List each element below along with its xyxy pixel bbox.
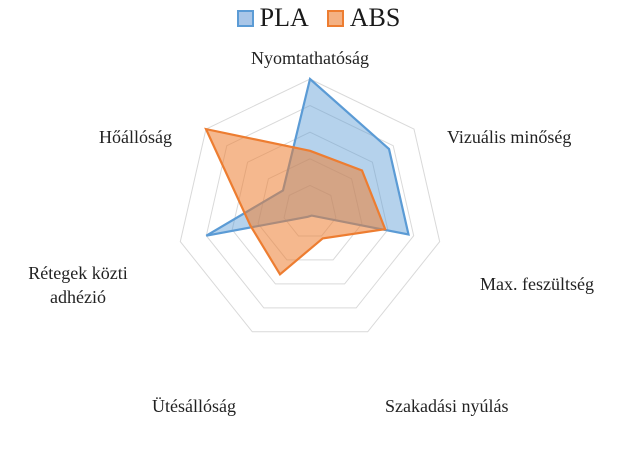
axis-label-vizualis-minoseg: Vizuális minőség	[447, 127, 571, 147]
axis-label-max-feszultseg: Max. feszültség	[480, 274, 594, 294]
grid-ring-5	[179, 78, 441, 333]
axis-label-retegek-kozti-line2: adhézió	[50, 287, 106, 307]
axis-label-utesallosag: Ütésállóság	[152, 396, 236, 416]
legend-item-abs: ABS	[326, 3, 401, 32]
axis-label-retegek-kozti-line1: Rétegek közti	[28, 263, 127, 283]
series-abs-area	[204, 127, 387, 276]
legend-swatch-abs	[326, 9, 344, 27]
axis-labels: Nyomtathatóság Vizuális minőség Max. fes…	[28, 48, 594, 416]
radar-series	[204, 76, 410, 276]
axis-label-hoallosag: Hőállóság	[99, 127, 172, 147]
legend-item-pla: PLA	[236, 3, 309, 32]
axis-label-szakadasi-nyulas: Szakadási nyúlás	[385, 396, 508, 416]
chart-legend: PLA ABS	[0, 0, 637, 36]
axis-label-nyomtathatosag: Nyomtathatóság	[251, 48, 369, 68]
legend-label-abs: ABS	[349, 3, 401, 32]
legend-label-pla: PLA	[259, 3, 309, 32]
legend-swatch-pla	[236, 9, 254, 27]
